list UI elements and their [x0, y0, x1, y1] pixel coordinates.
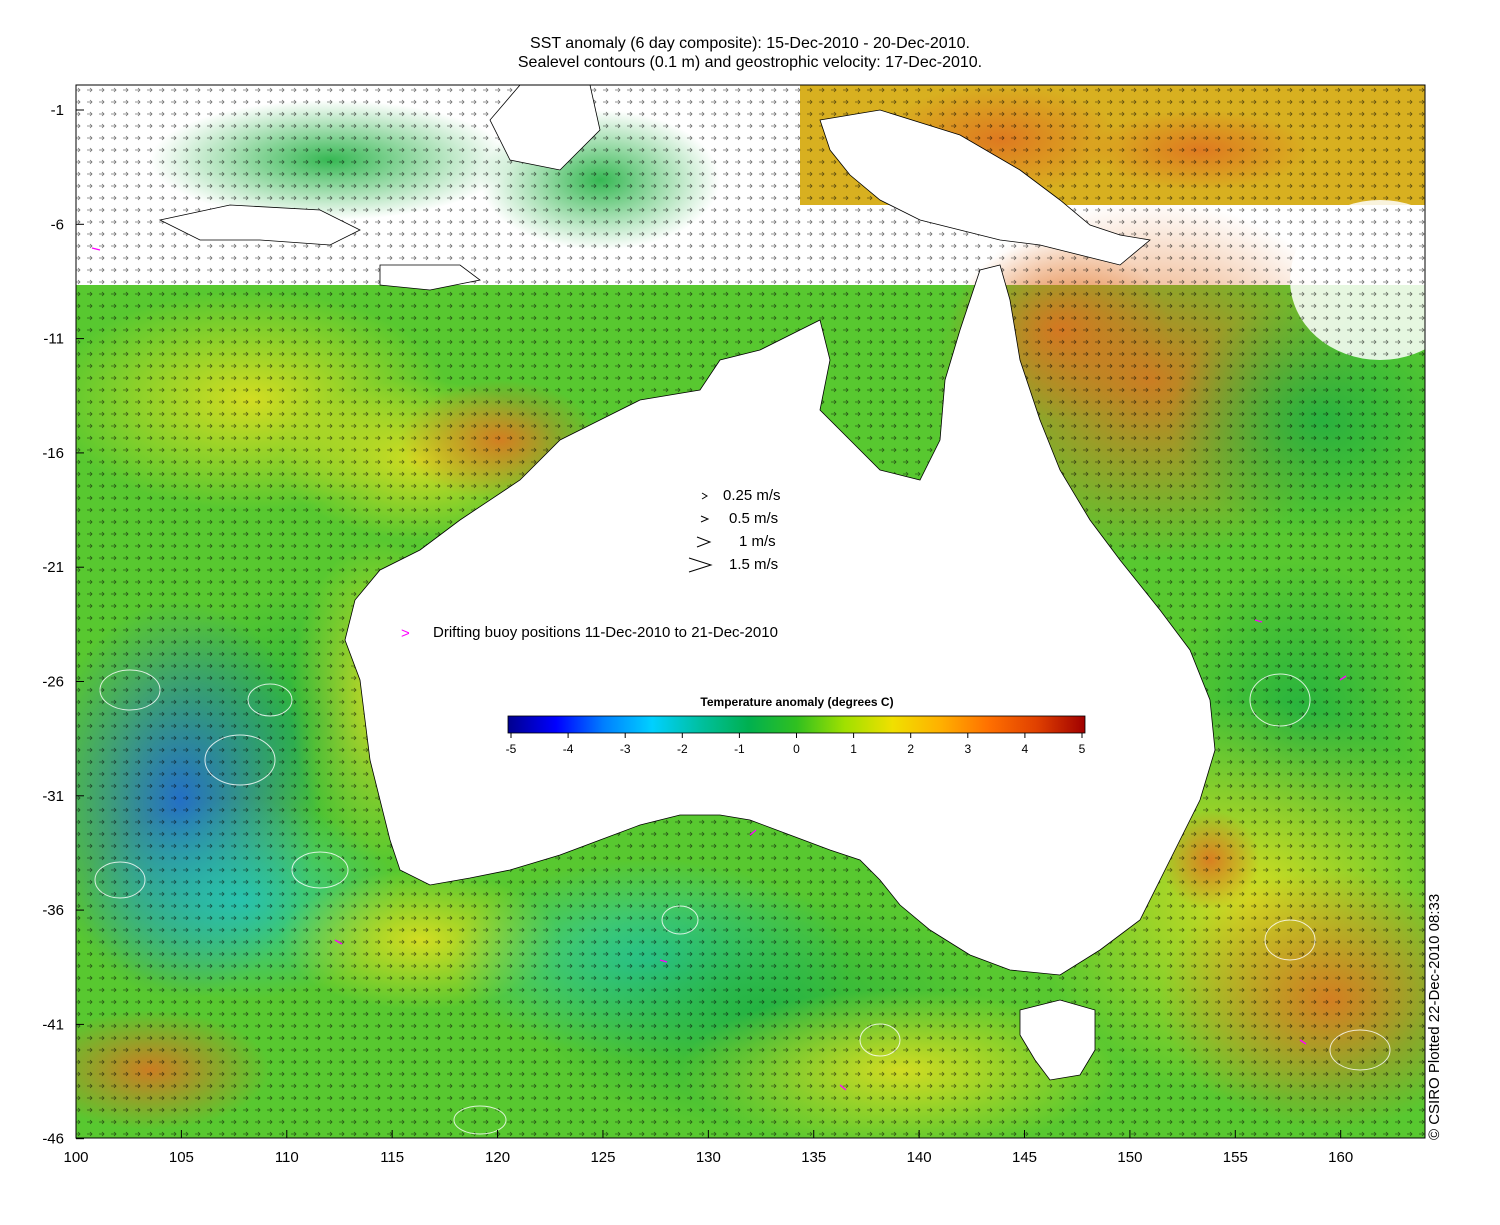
- y-axis: -1 -6 -11 -16 -21 -26 -31 -36 -41 -46: [42, 102, 84, 1148]
- velocity-legend-arrows: [688, 492, 713, 573]
- colorbar-tick-label: 1: [850, 742, 857, 756]
- colorbar-tick-label: -3: [620, 742, 631, 756]
- y-tick-label: -6: [51, 216, 64, 233]
- x-tick-label: 160: [1328, 1149, 1353, 1166]
- y-tick-label: -16: [42, 445, 64, 462]
- y-tick-label: -31: [42, 788, 64, 805]
- x-tick-label: 135: [801, 1149, 826, 1166]
- x-tick-label: 110: [275, 1149, 299, 1166]
- x-tick-label: 145: [1012, 1149, 1037, 1166]
- x-tick-label: 115: [380, 1149, 404, 1166]
- x-axis: 100 105 110 115 120 125 130 135 140 145 150 155 160: [63, 1130, 1353, 1166]
- x-tick-label: 130: [696, 1149, 721, 1166]
- arrow-1.5: [688, 557, 713, 573]
- x-tick-label: 125: [590, 1149, 615, 1166]
- colorbar-tick-label: -2: [677, 742, 688, 756]
- y-tick-label: -11: [43, 331, 64, 348]
- plot-frame: [75, 84, 1426, 1139]
- colorbar-tick-label: -4: [563, 742, 574, 756]
- velocity-legend-label-1: 0.5 m/s: [729, 510, 779, 527]
- chart-title-line2: Sealevel contours (0.1 m) and geostrophi…: [517, 54, 983, 71]
- copyright-credit: © CSIRO Plotted 22-Dec-2010 08:33: [1426, 893, 1443, 1140]
- y-tick-label: -1: [51, 102, 64, 119]
- australia-mainland: [344, 264, 1216, 976]
- buoy-legend-symbol: >: [401, 625, 410, 642]
- y-tick-label: -41: [42, 1016, 64, 1033]
- colorbar-tick-label: -5: [506, 742, 517, 756]
- sst-field: [76, 85, 1425, 1138]
- arrow-0.5: [700, 515, 710, 523]
- buoy-tracks: [91, 247, 1347, 1091]
- colorbar-gradient: [508, 716, 1085, 733]
- tasmania: [1019, 999, 1096, 1081]
- y-tick-label: -21: [42, 559, 64, 576]
- x-tick-label: 100: [63, 1149, 88, 1166]
- colorbar-tick-label: 2: [907, 742, 914, 756]
- colorbar-tick-label: 5: [1079, 742, 1086, 756]
- landmasses: [158, 85, 1216, 1081]
- colorbar: Temperature anomaly (degrees C) -5 -4 -3 -2…: [506, 695, 1086, 756]
- velocity-legend-label-0: 0.25 m/s: [723, 487, 781, 504]
- colorbar-tick-label: 0: [793, 742, 800, 756]
- buoy-legend-label: Drifting buoy positions 11-Dec-2010 to 2…: [433, 624, 778, 641]
- y-tick-label: -26: [42, 674, 64, 691]
- x-tick-label: 155: [1223, 1149, 1248, 1166]
- colorbar-tick-label: -1: [734, 742, 745, 756]
- chart-title-line1: SST anomaly (6 day composite): 15-Dec-20…: [530, 35, 970, 52]
- x-tick-label: 140: [907, 1149, 932, 1166]
- x-tick-label: 150: [1117, 1149, 1142, 1166]
- y-tick-label: -46: [42, 1131, 64, 1148]
- colorbar-title: Temperature anomaly (degrees C): [700, 695, 893, 709]
- x-tick-label: 120: [485, 1149, 510, 1166]
- colorbar-tick-label: 4: [1022, 742, 1029, 756]
- x-tick-label: 105: [169, 1149, 194, 1166]
- new-guinea: [819, 109, 1151, 266]
- indonesia-islands: [158, 85, 601, 291]
- arrow-0.25: [701, 492, 708, 500]
- arrow-1: [696, 536, 712, 548]
- velocity-legend-label-3: 1.5 m/s: [729, 556, 779, 573]
- velocity-legend-label-2: 1 m/s: [739, 533, 776, 550]
- colorbar-tick-label: 3: [964, 742, 971, 756]
- y-tick-label: -36: [42, 902, 64, 919]
